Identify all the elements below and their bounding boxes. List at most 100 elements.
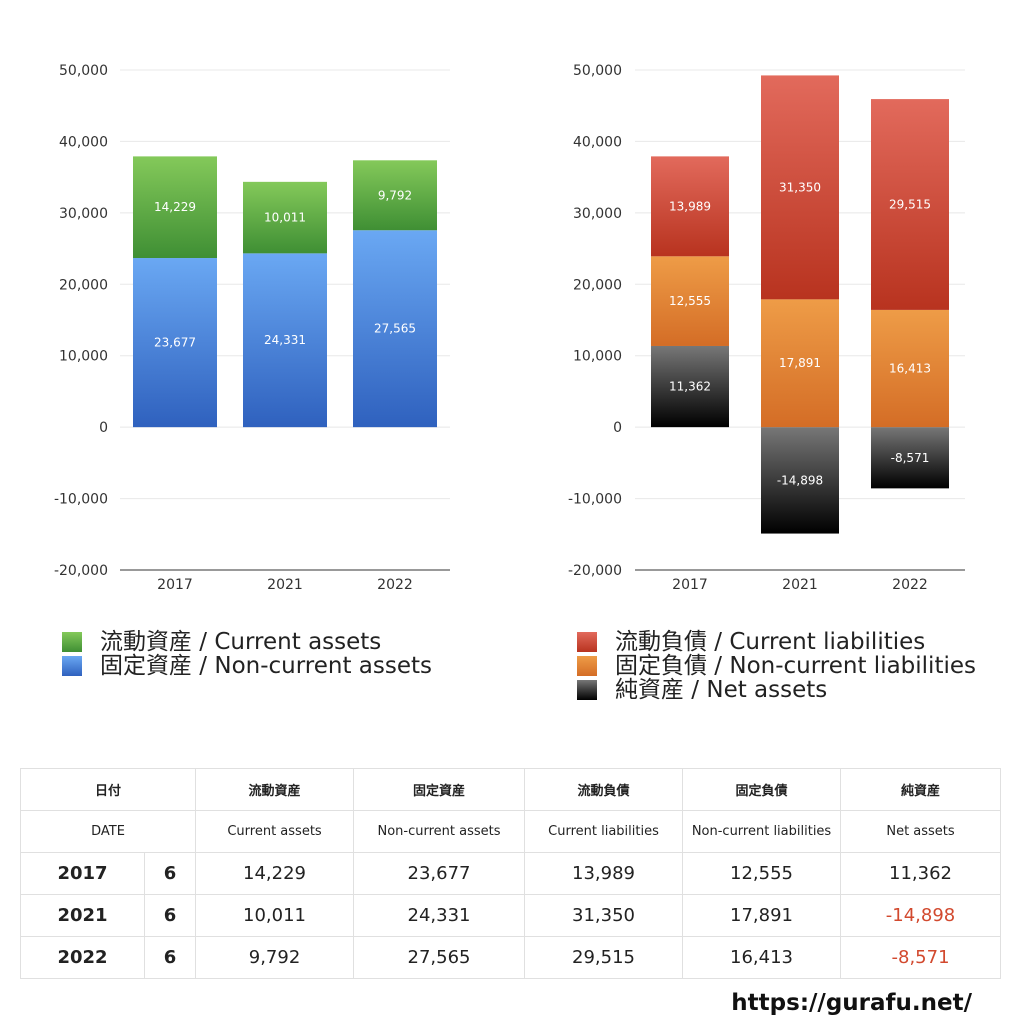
- header-current-liabilities-jp: 流動負債: [524, 768, 684, 811]
- legend-label: 固定資産 / Non-current assets: [100, 653, 433, 679]
- bar-current-assets-2021: [243, 181, 327, 254]
- x-tick-label: 2021: [267, 577, 303, 593]
- data-label: -14,898: [777, 473, 823, 487]
- data-label: 9,792: [378, 188, 412, 202]
- header-non-current-assets-jp: 固定資産: [353, 768, 526, 811]
- bar-net-assets-2017: [651, 345, 729, 428]
- table-row: 2022 6 9,792 27,565 29,515 16,413 -8,571: [20, 936, 1002, 979]
- y-tick-label: 30,000: [573, 206, 622, 222]
- table-row: 2017 6 14,229 23,677 13,989 12,555 11,36…: [20, 852, 1002, 895]
- data-label: 11,362: [669, 380, 711, 394]
- data-label: 10,011: [264, 211, 306, 225]
- liabilities-legend: 流動負債 / Current liabilities 固定負債 / Non-cu…: [577, 630, 976, 702]
- bar-non-current-liabilities-2021: [761, 299, 839, 428]
- y-tick-label: 0: [99, 420, 108, 436]
- cell-current-liabilities: 29,515: [524, 936, 684, 979]
- cell-current-liabilities: 31,350: [524, 894, 684, 937]
- bar-net-assets-2022: [871, 427, 949, 489]
- assets-legend: 流動資産 / Current assets 固定資産 / Non-current…: [62, 630, 432, 678]
- liabilities-chart: 50,000 40,000 30,000 20,000 10,000 0 -10,000 -2…: [568, 63, 965, 593]
- cell-current-assets: 14,229: [195, 852, 355, 895]
- y-tick-label: 40,000: [573, 134, 622, 150]
- row-month: 6: [143, 936, 197, 979]
- bar-non-current-assets-2021: [243, 253, 327, 428]
- y-tick-label: 40,000: [59, 134, 108, 150]
- row-year: 2017: [20, 852, 145, 895]
- cell-net-assets: -8,571: [840, 936, 1002, 979]
- header-current-assets-jp: 流動資産: [195, 768, 355, 811]
- bar-current-liabilities-2017: [651, 156, 729, 257]
- bar-non-current-liabilities-2022: [871, 309, 949, 428]
- cell-current-assets: 9,792: [195, 936, 355, 979]
- cell-non-current-liabilities: 16,413: [682, 936, 842, 979]
- legend-swatch-current-assets: [62, 632, 82, 652]
- y-tick-label: 20,000: [573, 277, 622, 293]
- cell-net-assets: 11,362: [840, 852, 1002, 895]
- y-tick-label: -20,000: [54, 563, 108, 579]
- row-year: 2022: [20, 936, 145, 979]
- header-non-current-liabilities-jp: 固定負債: [682, 768, 842, 811]
- data-label: 23,677: [154, 336, 196, 350]
- legend-swatch-non-current-liabilities: [577, 656, 597, 676]
- assets-chart: 50,000 40,000 30,000 20,000 10,000 0 -10,000 -2…: [54, 63, 450, 593]
- header-net-assets-jp: 純資産: [840, 768, 1002, 811]
- y-tick-label: -10,000: [54, 492, 108, 508]
- cell-net-assets: -14,898: [840, 894, 1002, 937]
- data-label: 27,565: [374, 322, 416, 336]
- bar-net-assets-2021: [761, 427, 839, 534]
- legend-item-non-current-assets: 固定資産 / Non-current assets: [62, 654, 432, 678]
- table-row: 2021 6 10,011 24,331 31,350 17,891 -14,8…: [20, 894, 1002, 937]
- legend-item-non-current-liabilities: 固定負債 / Non-current liabilities: [577, 654, 976, 678]
- y-tick-label: -10,000: [568, 492, 622, 508]
- cell-non-current-assets: 27,565: [353, 936, 526, 979]
- x-tick-label: 2021: [782, 577, 818, 593]
- legend-label: 純資産 / Net assets: [615, 677, 828, 703]
- data-label: 17,891: [779, 356, 821, 370]
- bar-non-current-assets-2022: [353, 230, 437, 428]
- row-year: 2021: [20, 894, 145, 937]
- data-label: 16,413: [889, 362, 931, 376]
- cell-non-current-liabilities: 17,891: [682, 894, 842, 937]
- cell-current-assets: 10,011: [195, 894, 355, 937]
- balance-sheet-table: 日付 流動資産 固定資産 流動負債 固定負債 純資産 DATE Current …: [19, 768, 1002, 979]
- data-label: 29,515: [889, 197, 931, 211]
- site-url[interactable]: https://gurafu.net/: [731, 990, 972, 1016]
- legend-label: 流動資産 / Current assets: [100, 629, 382, 655]
- legend-swatch-net-assets: [577, 680, 597, 700]
- data-label: 13,989: [669, 199, 711, 213]
- x-tick-label: 2017: [157, 577, 193, 593]
- legend-item-current-liabilities: 流動負債 / Current liabilities: [577, 630, 976, 654]
- y-tick-label: 30,000: [59, 206, 108, 222]
- data-label: -8,571: [891, 451, 930, 465]
- y-tick-label: 50,000: [59, 63, 108, 79]
- bar-current-assets-2017: [133, 156, 217, 259]
- x-tick-label: 2022: [377, 577, 413, 593]
- data-label: 24,331: [264, 333, 306, 347]
- y-tick-label: -20,000: [568, 563, 622, 579]
- y-tick-label: 10,000: [59, 349, 108, 365]
- legend-item-net-assets: 純資産 / Net assets: [577, 678, 976, 702]
- cell-current-liabilities: 13,989: [524, 852, 684, 895]
- bar-non-current-assets-2017: [133, 258, 217, 428]
- legend-item-current-assets: 流動資産 / Current assets: [62, 630, 432, 654]
- header-current-liabilities-en: Current liabilities: [524, 810, 684, 853]
- y-tick-label: 0: [613, 420, 622, 436]
- header-date-jp: 日付: [19, 768, 197, 811]
- cell-non-current-assets: 24,331: [353, 894, 526, 937]
- bar-current-liabilities-2022: [871, 99, 949, 310]
- bar-non-current-liabilities-2017: [651, 256, 729, 346]
- header-current-assets-en: Current assets: [195, 810, 355, 853]
- header-non-current-assets-en: Non-current assets: [353, 810, 526, 853]
- cell-non-current-liabilities: 12,555: [682, 852, 842, 895]
- bar-current-assets-2022: [353, 160, 437, 231]
- table-header-en: DATE Current assets Non-current assets C…: [19, 810, 1002, 853]
- y-tick-label: 20,000: [59, 277, 108, 293]
- data-label: 12,555: [669, 294, 711, 308]
- legend-label: 固定負債 / Non-current liabilities: [615, 653, 976, 679]
- cell-non-current-assets: 23,677: [353, 852, 526, 895]
- header-non-current-liabilities-en: Non-current liabilities: [682, 810, 842, 853]
- legend-swatch-non-current-assets: [62, 656, 82, 676]
- charts-canvas: 50,000 40,000 30,000 20,000 10,000 0 -10,000 -2…: [54, 63, 965, 593]
- row-month: 6: [143, 852, 197, 895]
- x-tick-label: 2022: [892, 577, 928, 593]
